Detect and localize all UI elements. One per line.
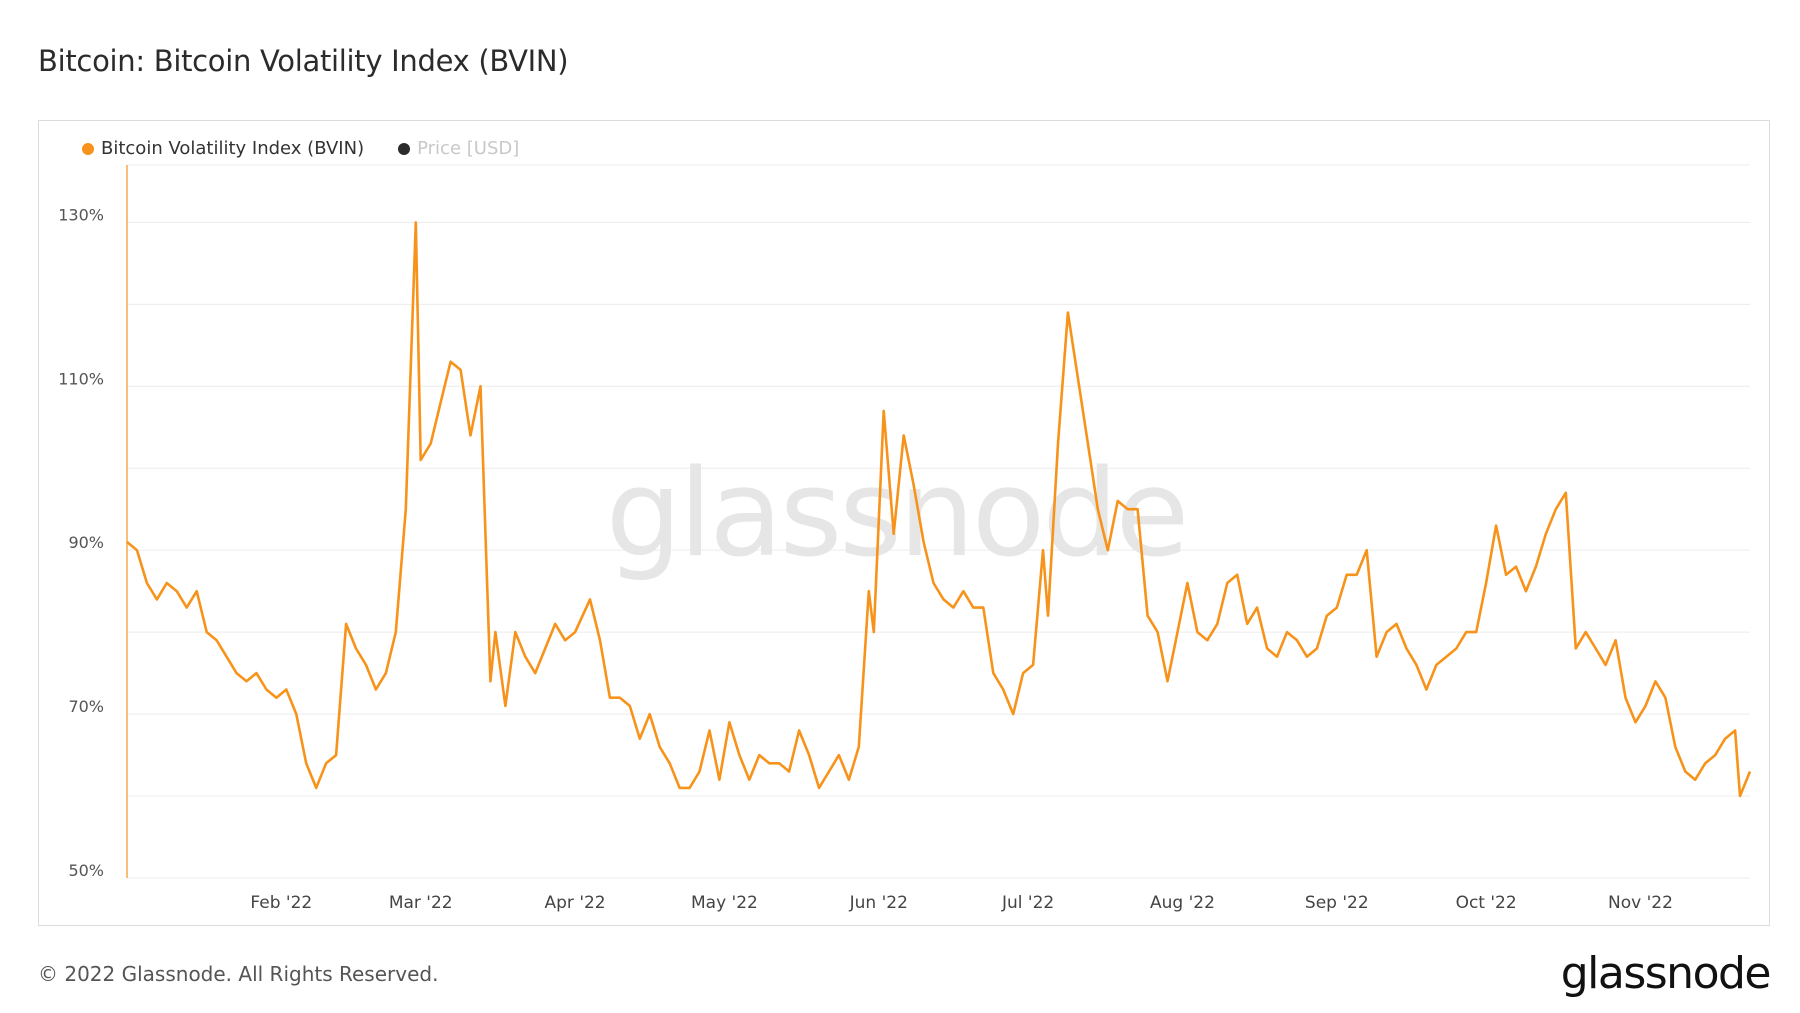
legend-label-bvin: Bitcoin Volatility Index (BVIN): [101, 138, 365, 159]
y-tick-label: 50%: [68, 861, 104, 880]
x-tick-label: Sep '22: [1305, 893, 1369, 913]
glassnode-logo: glassnode: [1560, 948, 1772, 999]
x-tick-label: Apr '22: [545, 893, 606, 913]
copyright-text: © 2022 Glassnode. All Rights Reserved.: [38, 962, 439, 986]
y-tick-label: 110%: [58, 369, 104, 388]
y-tick-label: 130%: [58, 205, 104, 224]
y-tick-label: 90%: [68, 533, 104, 552]
y-axis-ticks: 50% 70% 90% 110% 130%: [58, 205, 104, 880]
legend-item-price[interactable]: Price [USD]: [398, 138, 519, 159]
chart-panel: [38, 120, 1770, 926]
x-tick-label: Nov '22: [1608, 893, 1673, 913]
x-tick-label: Jul '22: [1001, 893, 1054, 913]
x-tick-label: Feb '22: [250, 893, 312, 913]
x-tick-label: May '22: [691, 893, 758, 913]
series-layer: [126, 221, 1752, 798]
page-title: Bitcoin: Bitcoin Volatility Index (BVIN): [38, 44, 569, 78]
grid-lines: [127, 164, 1750, 879]
legend-dot-price-icon: [398, 142, 411, 155]
x-tick-label: Oct '22: [1456, 893, 1517, 913]
y-tick-label: 70%: [68, 697, 104, 716]
x-tick-label: Jun '22: [849, 893, 908, 913]
x-axis-ticks: Feb '22 Mar '22 Apr '22 May '22 Jun '22 Jul '…: [250, 893, 1672, 913]
legend-label-price: Price [USD]: [417, 138, 520, 159]
x-tick-label: Mar '22: [389, 893, 453, 913]
legend-item-bvin[interactable]: Bitcoin Volatility Index (BVIN): [82, 138, 364, 159]
series-line-bvin: [126, 221, 1752, 798]
legend-dot-bvin-icon: [82, 142, 94, 155]
chart-legend: Bitcoin Volatility Index (BVIN) Price [U…: [82, 138, 519, 159]
x-tick-label: Aug '22: [1150, 893, 1215, 913]
